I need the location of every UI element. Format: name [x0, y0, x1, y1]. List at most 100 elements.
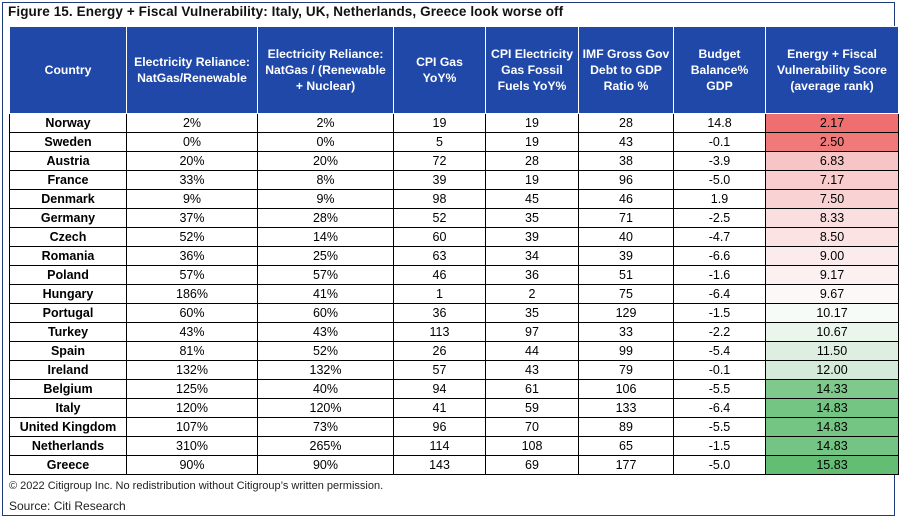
cell-natgas-renewable: 33%: [126, 170, 258, 190]
header-line: YoY%: [422, 71, 457, 85]
cell-natgas-renewable: 57%: [126, 265, 258, 285]
cell-cpi-gas: 113: [393, 322, 486, 342]
table-row: Austria 20% 20% 72 28 38 -3.9 6.83: [9, 151, 899, 171]
cell-debt-to-gdp: 39: [578, 246, 674, 266]
cell-budget-balance: -5.5: [673, 379, 766, 399]
cell-vulnerability-score: 9.00: [765, 246, 899, 266]
cell-vulnerability-score: 2.17: [765, 113, 899, 133]
cell-vulnerability-score: 11.50: [765, 341, 899, 361]
cell-natgas-renewable-nuclear: 132%: [257, 360, 394, 380]
header-line: CPI Gas: [416, 55, 463, 69]
table-row: Portugal 60% 60% 36 35 129 -1.5 10.17: [9, 303, 899, 323]
cell-vulnerability-score: 14.83: [765, 398, 899, 418]
cell-country: Turkey: [9, 322, 127, 342]
cell-cpi-gas: 60: [393, 227, 486, 247]
cell-cpi-gas: 41: [393, 398, 486, 418]
table-row: Greece 90% 90% 143 69 177 -5.0 15.83: [9, 455, 899, 475]
cell-vulnerability-score: 8.33: [765, 208, 899, 228]
cell-debt-to-gdp: 177: [578, 455, 674, 475]
header-line: Electricity Reliance:: [267, 47, 384, 61]
table-row: Denmark 9% 9% 98 45 46 1.9 7.50: [9, 189, 899, 209]
header-line: Balance% GDP: [690, 63, 749, 93]
table-row: United Kingdom 107% 73% 96 70 89 -5.5 14.83: [9, 417, 899, 437]
cell-cpi-gas: 94: [393, 379, 486, 399]
cell-cpi-gas: 19: [393, 113, 486, 133]
cell-natgas-renewable-nuclear: 265%: [257, 436, 394, 456]
cell-natgas-renewable: 107%: [126, 417, 258, 437]
cell-cpi-electricity: 45: [485, 189, 579, 209]
cell-natgas-renewable-nuclear: 40%: [257, 379, 394, 399]
cell-budget-balance: -5.4: [673, 341, 766, 361]
cell-country: Austria: [9, 151, 127, 171]
cell-cpi-electricity: 19: [485, 132, 579, 152]
cell-debt-to-gdp: 46: [578, 189, 674, 209]
cell-cpi-electricity: 59: [485, 398, 579, 418]
cell-country: Netherlands: [9, 436, 127, 456]
cell-cpi-gas: 46: [393, 265, 486, 285]
cell-cpi-gas: 96: [393, 417, 486, 437]
cell-natgas-renewable-nuclear: 9%: [257, 189, 394, 209]
cell-natgas-renewable: 36%: [126, 246, 258, 266]
figure-title: Figure 15. Energy + Fiscal Vulnerability…: [8, 4, 564, 19]
vulnerability-table: Country Electricity Reliance: NatGas/Rene…: [9, 26, 899, 475]
cell-natgas-renewable-nuclear: 43%: [257, 322, 394, 342]
cell-natgas-renewable: 90%: [126, 455, 258, 475]
cell-debt-to-gdp: 51: [578, 265, 674, 285]
col-header-natgas-renewable-nuclear: Electricity Reliance: NatGas / (Renewable…: [257, 26, 394, 114]
cell-natgas-renewable-nuclear: 41%: [257, 284, 394, 304]
table-row: Turkey 43% 43% 113 97 33 -2.2 10.67: [9, 322, 899, 342]
cell-cpi-gas: 63: [393, 246, 486, 266]
header-line: Ratio %: [603, 79, 649, 93]
col-header-budget-balance: Budget Balance% GDP: [673, 26, 766, 114]
cell-cpi-electricity: 28: [485, 151, 579, 171]
cell-country: Norway: [9, 113, 127, 133]
header-line: (average rank): [790, 79, 874, 93]
col-header-country: Country: [9, 26, 127, 114]
header-line: IMF Gross Gov: [582, 47, 670, 61]
cell-budget-balance: -2.5: [673, 208, 766, 228]
cell-country: France: [9, 170, 127, 190]
cell-cpi-electricity: 34: [485, 246, 579, 266]
cell-debt-to-gdp: 33: [578, 322, 674, 342]
cell-cpi-gas: 5: [393, 132, 486, 152]
cell-natgas-renewable-nuclear: 73%: [257, 417, 394, 437]
cell-country: Belgium: [9, 379, 127, 399]
cell-country: United Kingdom: [9, 417, 127, 437]
cell-debt-to-gdp: 79: [578, 360, 674, 380]
cell-budget-balance: -1.6: [673, 265, 766, 285]
table-header: Country Electricity Reliance: NatGas/Rene…: [9, 26, 899, 114]
cell-vulnerability-score: 7.50: [765, 189, 899, 209]
header-line: Budget: [698, 47, 741, 61]
cell-natgas-renewable: 0%: [126, 132, 258, 152]
cell-vulnerability-score: 14.83: [765, 436, 899, 456]
cell-natgas-renewable: 132%: [126, 360, 258, 380]
cell-budget-balance: -0.1: [673, 132, 766, 152]
cell-cpi-electricity: 36: [485, 265, 579, 285]
table-row: Romania 36% 25% 63 34 39 -6.6 9.00: [9, 246, 899, 266]
cell-debt-to-gdp: 129: [578, 303, 674, 323]
cell-cpi-electricity: 69: [485, 455, 579, 475]
cell-natgas-renewable: 37%: [126, 208, 258, 228]
col-header-cpi-electricity: CPI Electricity Gas Fossil Fuels YoY%: [485, 26, 579, 114]
cell-country: Spain: [9, 341, 127, 361]
cell-natgas-renewable-nuclear: 25%: [257, 246, 394, 266]
cell-cpi-gas: 1: [393, 284, 486, 304]
cell-cpi-electricity: 35: [485, 208, 579, 228]
cell-natgas-renewable-nuclear: 2%: [257, 113, 394, 133]
cell-debt-to-gdp: 38: [578, 151, 674, 171]
cell-debt-to-gdp: 40: [578, 227, 674, 247]
header-line: Fuels YoY%: [497, 79, 567, 93]
header-line: NatGas/Renewable: [137, 71, 247, 85]
cell-budget-balance: -5.5: [673, 417, 766, 437]
cell-debt-to-gdp: 96: [578, 170, 674, 190]
cell-budget-balance: -5.0: [673, 455, 766, 475]
cell-vulnerability-score: 7.17: [765, 170, 899, 190]
cell-budget-balance: -1.5: [673, 303, 766, 323]
cell-country: Ireland: [9, 360, 127, 380]
cell-natgas-renewable-nuclear: 57%: [257, 265, 394, 285]
table-row: Belgium 125% 40% 94 61 106 -5.5 14.33: [9, 379, 899, 399]
cell-budget-balance: -1.5: [673, 436, 766, 456]
cell-debt-to-gdp: 28: [578, 113, 674, 133]
cell-natgas-renewable: 43%: [126, 322, 258, 342]
header-row: Country Electricity Reliance: NatGas/Rene…: [9, 26, 899, 114]
